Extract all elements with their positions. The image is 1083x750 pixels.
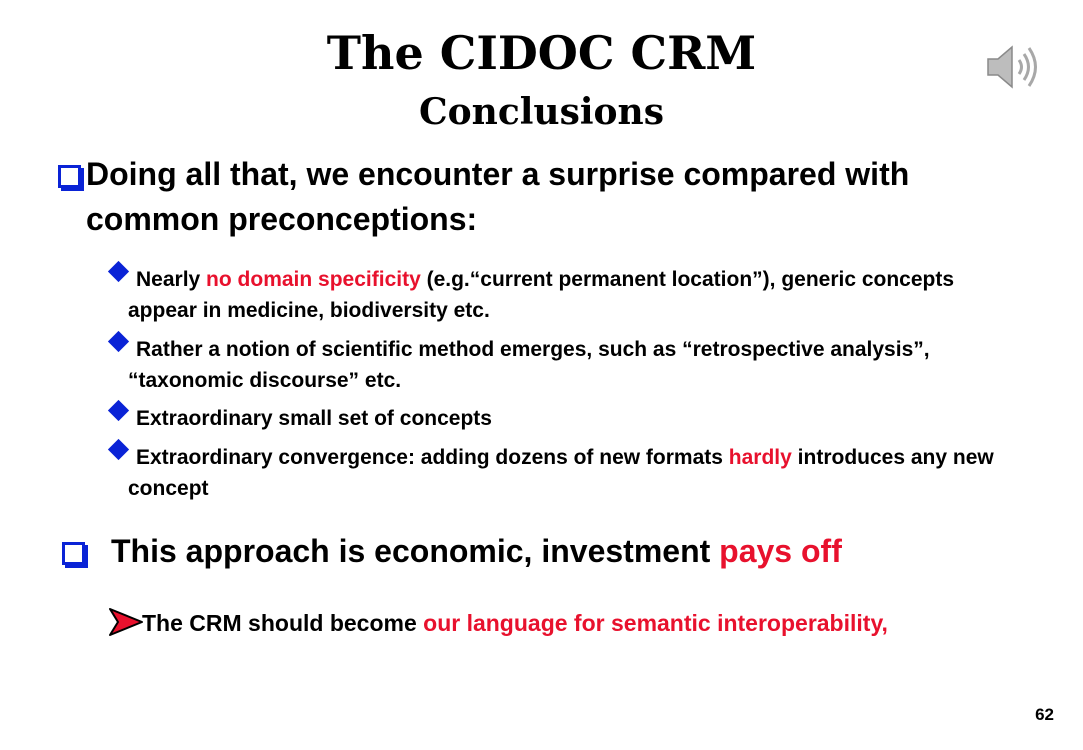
square-bullet-icon <box>62 542 85 565</box>
diamond-bullet-icon <box>107 438 130 461</box>
sub-bullet-4-text-a: Extraordinary convergence: adding dozens… <box>136 446 729 469</box>
bullet-2-highlight: pays off <box>719 533 842 569</box>
diamond-bullet-icon <box>107 330 130 353</box>
speaker-icon[interactable] <box>984 42 1042 92</box>
sub-bullet-4-highlight: hardly <box>728 446 792 469</box>
slide-subtitle: Conclusions <box>418 91 664 133</box>
square-bullet-icon <box>58 165 81 188</box>
bullet-1-text: Doing all that, we encounter a surprise … <box>86 156 910 237</box>
sub-bullet-3: Extraordinary small set of concepts <box>107 399 1018 434</box>
bullet-1: Doing all that, we encounter a surprise … <box>58 152 1036 242</box>
sub-bullet-1-highlight: no domain specificity <box>206 268 421 291</box>
sub-bullet-2-text: Rather a notion of scientific method eme… <box>128 338 930 392</box>
arrow-bullet-highlight: our language for semantic interoperabili… <box>423 610 888 636</box>
bullet-2: This approach is economic, investment pa… <box>62 529 1011 574</box>
arrow-bullet-icon <box>109 608 143 636</box>
arrow-bullet-text-a: The CRM should become <box>142 610 424 636</box>
sub-bullet-2: Rather a notion of scientific method eme… <box>107 330 1018 396</box>
slide-title: The CIDOC CRM <box>326 26 757 80</box>
sub-bullet-3-text: Extraordinary small set of concepts <box>136 407 492 430</box>
sub-bullet-1-text-b: (e.g.“current permanent location”), gene… <box>128 268 955 322</box>
sub-bullet-1-text-a: Nearly <box>136 268 207 291</box>
sub-bullet-4: Extraordinary convergence: adding dozens… <box>107 438 1018 504</box>
bullet-2-text: This approach is economic, investment <box>111 533 720 569</box>
page-number: 62 <box>1035 705 1054 724</box>
sub-bullet-4-text-b: introduces any new concept <box>128 446 994 500</box>
diamond-bullet-icon <box>107 260 130 283</box>
sub-bullet-1: Nearly no domain specificity (e.g.“curre… <box>107 260 1018 326</box>
diamond-bullet-icon <box>107 399 130 422</box>
arrow-bullet-1: The CRM should become our language for s… <box>109 601 948 645</box>
